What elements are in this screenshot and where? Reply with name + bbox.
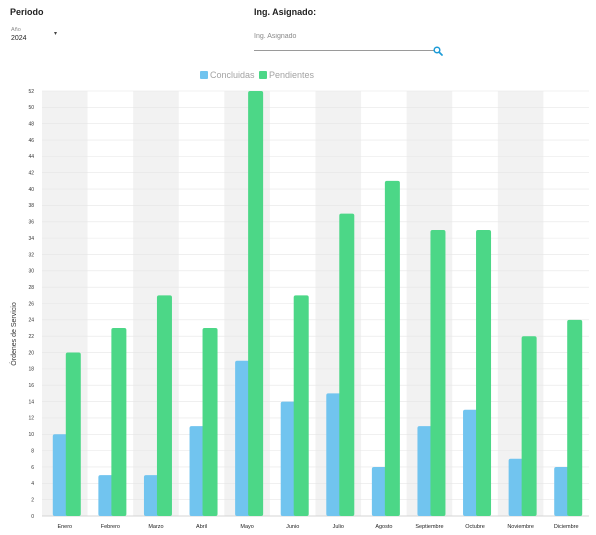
year-value: 2024 [11, 35, 27, 42]
bar-concluidas-junio[interactable] [280, 401, 296, 516]
bar-concluidas-enero[interactable] [52, 434, 68, 516]
legend-label-concluidas[interactable]: Concluidas [210, 70, 255, 80]
gridlines [42, 90, 589, 517]
y-tick-label: 40 [28, 187, 34, 193]
y-tick-label: 4 [31, 481, 34, 487]
year-select[interactable]: Año 2024 ▾ [10, 27, 62, 45]
bar-pendientes-mayo[interactable] [248, 91, 264, 516]
x-tick-label: Abril [196, 524, 207, 530]
bar-pendientes-enero[interactable] [65, 352, 81, 516]
y-tick-label: 50 [28, 105, 34, 111]
x-tick-label: Agosto [375, 524, 392, 530]
bar-chart: 0246810121416182022242628303234363840424… [9, 70, 589, 530]
bar-pendientes-septiembre[interactable] [430, 229, 446, 516]
y-tick-label: 18 [28, 367, 34, 373]
x-tick-label: Diciembre [554, 524, 579, 530]
periodo-label: Periodo [10, 7, 44, 17]
bar-concluidas-julio[interactable] [326, 393, 342, 516]
x-tick-label: Mayo [240, 524, 253, 530]
y-tick-label: 16 [28, 383, 34, 389]
legend-label-pendientes[interactable]: Pendientes [269, 70, 315, 80]
y-tick-label: 44 [28, 154, 34, 160]
filter-bar: Periodo Año 2024 ▾ Ing. Asignado: [0, 0, 596, 62]
legend-swatch-pendientes[interactable] [259, 71, 267, 79]
legend-swatch-concluidas[interactable] [200, 71, 208, 79]
y-tick-label: 48 [28, 121, 34, 127]
bar-pendientes-noviembre[interactable] [521, 336, 537, 516]
x-tick-label: Julio [333, 524, 344, 530]
x-tick-label: Noviembre [507, 524, 534, 530]
x-tick-label: Septiembre [415, 524, 443, 530]
year-caption: Año [11, 27, 21, 33]
bar-concluidas-octubre[interactable] [463, 409, 479, 516]
y-tick-label: 8 [31, 448, 34, 454]
y-tick-label: 46 [28, 138, 34, 144]
y-axis-ticks: 0246810121416182022242628303234363840424… [28, 89, 34, 520]
y-tick-label: 10 [28, 432, 34, 438]
x-tick-label: Octubre [465, 524, 485, 530]
y-tick-label: 34 [28, 236, 34, 242]
y-tick-label: 36 [28, 220, 34, 226]
bar-pendientes-julio[interactable] [339, 213, 355, 516]
x-tick-label: Junio [286, 524, 299, 530]
bar-pendientes-junio[interactable] [293, 295, 309, 516]
y-tick-label: 2 [31, 497, 34, 503]
bars [52, 91, 583, 516]
bar-concluidas-septiembre[interactable] [417, 426, 433, 516]
search-icon [433, 46, 443, 56]
y-tick-label: 20 [28, 350, 34, 356]
y-tick-label: 0 [31, 514, 34, 520]
x-tick-label: Febrero [101, 524, 120, 530]
x-axis-ticks: Enero Febrero Marzo Abril Mayo Junio Julio Agos… [57, 524, 578, 530]
bar-concluidas-mayo[interactable] [235, 360, 251, 516]
bar-pendientes-agosto[interactable] [384, 180, 400, 516]
y-axis-label: Órdenes de Servicio [9, 302, 18, 366]
bar-concluidas-noviembre[interactable] [508, 458, 524, 516]
y-tick-label: 22 [28, 334, 34, 340]
legend: Concluidas Pendientes [200, 70, 315, 80]
ing-asignado-input[interactable] [254, 33, 424, 40]
y-tick-label: 14 [28, 399, 34, 405]
bar-concluidas-abril[interactable] [189, 426, 205, 516]
y-tick-label: 24 [28, 318, 34, 324]
ing-asignado-label: Ing. Asignado: [254, 7, 317, 17]
y-tick-label: 30 [28, 269, 34, 275]
caret-down-icon: ▾ [54, 31, 58, 37]
bar-concluidas-marzo[interactable] [143, 475, 159, 516]
y-tick-label: 38 [28, 203, 34, 209]
ing-asignado-field [254, 30, 434, 51]
bar-pendientes-octubre[interactable] [476, 229, 492, 516]
y-tick-label: 42 [28, 171, 34, 177]
y-tick-label: 32 [28, 252, 34, 258]
y-tick-label: 52 [28, 89, 34, 95]
y-tick-label: 28 [28, 285, 34, 291]
bar-concluidas-diciembre[interactable] [554, 466, 570, 516]
bar-pendientes-marzo[interactable] [156, 295, 172, 516]
bar-pendientes-febrero[interactable] [111, 328, 127, 516]
bar-concluidas-febrero[interactable] [98, 475, 114, 516]
search-button[interactable] [433, 43, 443, 56]
bar-concluidas-agosto[interactable] [371, 466, 387, 516]
x-tick-label: Marzo [148, 524, 163, 530]
y-tick-label: 6 [31, 465, 34, 471]
x-tick-label: Enero [57, 524, 72, 530]
y-tick-label: 26 [28, 301, 34, 307]
bar-pendientes-abril[interactable] [202, 328, 218, 516]
y-tick-label: 12 [28, 416, 34, 422]
bar-pendientes-diciembre[interactable] [567, 319, 583, 516]
